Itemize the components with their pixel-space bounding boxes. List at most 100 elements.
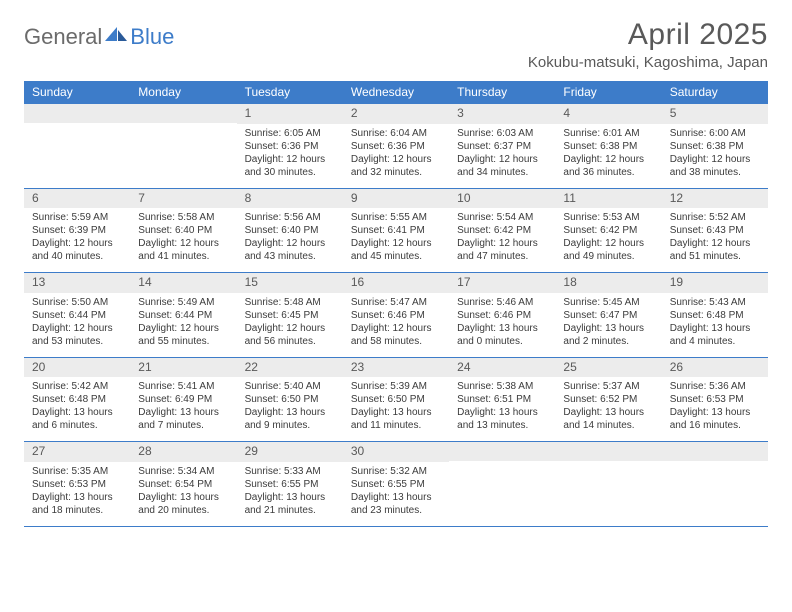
- day-content: Sunrise: 5:38 AMSunset: 6:51 PMDaylight:…: [449, 377, 555, 441]
- day-cell: [662, 442, 768, 526]
- sunset-line: Sunset: 6:40 PM: [138, 224, 228, 237]
- day-number: 19: [662, 273, 768, 293]
- day-cell: 14Sunrise: 5:49 AMSunset: 6:44 PMDayligh…: [130, 273, 236, 357]
- day-content: Sunrise: 5:39 AMSunset: 6:50 PMDaylight:…: [343, 377, 449, 441]
- brand-logo: General Blue: [24, 24, 174, 50]
- calendar: Sunday Monday Tuesday Wednesday Thursday…: [24, 81, 768, 527]
- brand-general: General: [24, 24, 102, 50]
- sunrise-line: Sunrise: 5:54 AM: [457, 211, 547, 224]
- day-number: 21: [130, 358, 236, 378]
- day-content: [130, 123, 236, 187]
- day-number-empty: [449, 442, 555, 461]
- day-number: 25: [555, 358, 661, 378]
- day-number: 23: [343, 358, 449, 378]
- day-content: Sunrise: 5:34 AMSunset: 6:54 PMDaylight:…: [130, 462, 236, 526]
- sunset-line: Sunset: 6:46 PM: [351, 309, 441, 322]
- day-content: Sunrise: 5:41 AMSunset: 6:49 PMDaylight:…: [130, 377, 236, 441]
- calendar-page: General Blue April 2025 Kokubu-matsuki, …: [0, 0, 792, 537]
- day-number: 28: [130, 442, 236, 462]
- week-row: 27Sunrise: 5:35 AMSunset: 6:53 PMDayligh…: [24, 442, 768, 527]
- day-cell: 26Sunrise: 5:36 AMSunset: 6:53 PMDayligh…: [662, 358, 768, 442]
- day-cell: 1Sunrise: 6:05 AMSunset: 6:36 PMDaylight…: [237, 104, 343, 188]
- sunset-line: Sunset: 6:50 PM: [351, 393, 441, 406]
- sunrise-line: Sunrise: 6:01 AM: [563, 127, 653, 140]
- sunset-line: Sunset: 6:47 PM: [563, 309, 653, 322]
- day-cell: 25Sunrise: 5:37 AMSunset: 6:52 PMDayligh…: [555, 358, 661, 442]
- day-number: 27: [24, 442, 130, 462]
- day-content: Sunrise: 5:40 AMSunset: 6:50 PMDaylight:…: [237, 377, 343, 441]
- daylight-line: Daylight: 12 hours and 51 minutes.: [670, 237, 760, 263]
- day-content: Sunrise: 5:50 AMSunset: 6:44 PMDaylight:…: [24, 293, 130, 357]
- title-block: April 2025 Kokubu-matsuki, Kagoshima, Ja…: [528, 18, 768, 71]
- sunset-line: Sunset: 6:39 PM: [32, 224, 122, 237]
- daylight-line: Daylight: 12 hours and 47 minutes.: [457, 237, 547, 263]
- daylight-line: Daylight: 13 hours and 6 minutes.: [32, 406, 122, 432]
- day-label: Monday: [130, 81, 236, 104]
- sunrise-line: Sunrise: 5:38 AM: [457, 380, 547, 393]
- daylight-line: Daylight: 12 hours and 40 minutes.: [32, 237, 122, 263]
- week-row: 13Sunrise: 5:50 AMSunset: 6:44 PMDayligh…: [24, 273, 768, 358]
- day-content: Sunrise: 5:45 AMSunset: 6:47 PMDaylight:…: [555, 293, 661, 357]
- daylight-line: Daylight: 12 hours and 53 minutes.: [32, 322, 122, 348]
- day-content: [555, 461, 661, 525]
- day-number: 29: [237, 442, 343, 462]
- day-content: Sunrise: 6:05 AMSunset: 6:36 PMDaylight:…: [237, 124, 343, 188]
- daylight-line: Daylight: 12 hours and 41 minutes.: [138, 237, 228, 263]
- week-row: 6Sunrise: 5:59 AMSunset: 6:39 PMDaylight…: [24, 189, 768, 274]
- sunrise-line: Sunrise: 5:52 AM: [670, 211, 760, 224]
- day-content: Sunrise: 5:49 AMSunset: 6:44 PMDaylight:…: [130, 293, 236, 357]
- sunrise-line: Sunrise: 5:42 AM: [32, 380, 122, 393]
- sunset-line: Sunset: 6:48 PM: [32, 393, 122, 406]
- day-number: 5: [662, 104, 768, 124]
- day-cell: 7Sunrise: 5:58 AMSunset: 6:40 PMDaylight…: [130, 189, 236, 273]
- day-cell: 11Sunrise: 5:53 AMSunset: 6:42 PMDayligh…: [555, 189, 661, 273]
- sunrise-line: Sunrise: 6:05 AM: [245, 127, 335, 140]
- sunset-line: Sunset: 6:50 PM: [245, 393, 335, 406]
- day-number: 17: [449, 273, 555, 293]
- day-cell: 3Sunrise: 6:03 AMSunset: 6:37 PMDaylight…: [449, 104, 555, 188]
- daylight-line: Daylight: 12 hours and 56 minutes.: [245, 322, 335, 348]
- day-content: Sunrise: 6:03 AMSunset: 6:37 PMDaylight:…: [449, 124, 555, 188]
- sunrise-line: Sunrise: 5:56 AM: [245, 211, 335, 224]
- daylight-line: Daylight: 12 hours and 32 minutes.: [351, 153, 441, 179]
- day-content: Sunrise: 5:43 AMSunset: 6:48 PMDaylight:…: [662, 293, 768, 357]
- day-number: 15: [237, 273, 343, 293]
- day-content: Sunrise: 5:52 AMSunset: 6:43 PMDaylight:…: [662, 208, 768, 272]
- day-label: Sunday: [24, 81, 130, 104]
- sunset-line: Sunset: 6:42 PM: [457, 224, 547, 237]
- sunrise-line: Sunrise: 5:55 AM: [351, 211, 441, 224]
- day-content: Sunrise: 5:59 AMSunset: 6:39 PMDaylight:…: [24, 208, 130, 272]
- day-cell: 22Sunrise: 5:40 AMSunset: 6:50 PMDayligh…: [237, 358, 343, 442]
- day-cell: 5Sunrise: 6:00 AMSunset: 6:38 PMDaylight…: [662, 104, 768, 188]
- sunrise-line: Sunrise: 5:58 AM: [138, 211, 228, 224]
- day-content: Sunrise: 5:46 AMSunset: 6:46 PMDaylight:…: [449, 293, 555, 357]
- sunset-line: Sunset: 6:55 PM: [245, 478, 335, 491]
- day-content: Sunrise: 5:54 AMSunset: 6:42 PMDaylight:…: [449, 208, 555, 272]
- daylight-line: Daylight: 12 hours and 30 minutes.: [245, 153, 335, 179]
- day-content: Sunrise: 6:01 AMSunset: 6:38 PMDaylight:…: [555, 124, 661, 188]
- sunset-line: Sunset: 6:54 PM: [138, 478, 228, 491]
- sunset-line: Sunset: 6:40 PM: [245, 224, 335, 237]
- day-content: Sunrise: 5:36 AMSunset: 6:53 PMDaylight:…: [662, 377, 768, 441]
- day-number: 1: [237, 104, 343, 124]
- sunrise-line: Sunrise: 5:50 AM: [32, 296, 122, 309]
- day-content: [662, 461, 768, 525]
- day-number: 6: [24, 189, 130, 209]
- sunset-line: Sunset: 6:53 PM: [32, 478, 122, 491]
- day-number: 18: [555, 273, 661, 293]
- day-cell: 20Sunrise: 5:42 AMSunset: 6:48 PMDayligh…: [24, 358, 130, 442]
- day-content: Sunrise: 5:55 AMSunset: 6:41 PMDaylight:…: [343, 208, 449, 272]
- day-number: 30: [343, 442, 449, 462]
- day-cell: [555, 442, 661, 526]
- daylight-line: Daylight: 12 hours and 43 minutes.: [245, 237, 335, 263]
- day-cell: 12Sunrise: 5:52 AMSunset: 6:43 PMDayligh…: [662, 189, 768, 273]
- sunset-line: Sunset: 6:52 PM: [563, 393, 653, 406]
- sunrise-line: Sunrise: 5:49 AM: [138, 296, 228, 309]
- day-number: 4: [555, 104, 661, 124]
- sunset-line: Sunset: 6:44 PM: [32, 309, 122, 322]
- day-number: 14: [130, 273, 236, 293]
- day-cell: [130, 104, 236, 188]
- day-cell: 23Sunrise: 5:39 AMSunset: 6:50 PMDayligh…: [343, 358, 449, 442]
- day-label: Wednesday: [343, 81, 449, 104]
- day-content: Sunrise: 6:04 AMSunset: 6:36 PMDaylight:…: [343, 124, 449, 188]
